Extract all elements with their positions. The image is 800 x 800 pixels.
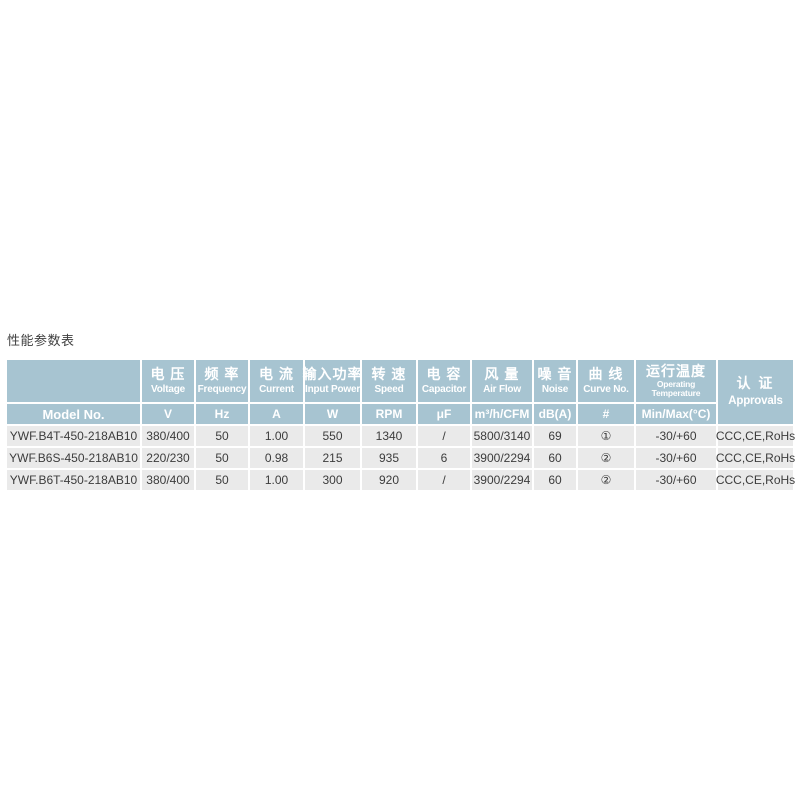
header-voltage-en: Voltage xyxy=(151,383,185,395)
header-cell-noise: 噪 音 Noise xyxy=(534,360,576,402)
cell-frequency-row1: 50 xyxy=(196,448,248,468)
header-cell-model-no: Model No. xyxy=(7,404,140,424)
header-noise-cn: 噪 音 xyxy=(537,366,573,383)
cell-input-power-row1: 215 xyxy=(305,448,360,468)
header-cell-approvals: 认 证 Approvals xyxy=(718,360,793,424)
unit-cell-curve: # xyxy=(578,404,634,424)
cell-air-flow-row0: 5800/3140 xyxy=(472,426,532,446)
header-cell-current: 电 流 Current xyxy=(250,360,303,402)
cell-speed-row0: 1340 xyxy=(362,426,416,446)
unit-cell-capacitor: μF xyxy=(418,404,470,424)
unit-cell-input-power: W xyxy=(305,404,360,424)
header-frequency-cn: 频 率 xyxy=(204,366,240,383)
unit-cell-voltage: V xyxy=(142,404,194,424)
cell-temp-row0: -30/+60 xyxy=(636,426,716,446)
header-capacitor-cn: 电 容 xyxy=(426,366,462,383)
header-speed-en: Speed xyxy=(374,383,404,395)
cell-current-row0: 1.00 xyxy=(250,426,303,446)
cell-curve-row2: ② xyxy=(578,470,634,490)
cell-speed-row1: 935 xyxy=(362,448,416,468)
cell-frequency-row0: 50 xyxy=(196,426,248,446)
header-cell-air-flow: 风 量 Air Flow xyxy=(472,360,532,402)
header-capacitor-en: Capacitor xyxy=(421,383,467,395)
cell-curve-row1: ② xyxy=(578,448,634,468)
cell-model-row2: YWF.B6T-450-218AB10 xyxy=(7,470,140,490)
header-curve-cn: 曲 线 xyxy=(588,366,624,383)
cell-temp-row2: -30/+60 xyxy=(636,470,716,490)
cell-voltage-row0: 380/400 xyxy=(142,426,194,446)
header-air-flow-cn: 风 量 xyxy=(484,366,520,383)
cell-air-flow-row1: 3900/2294 xyxy=(472,448,532,468)
cell-voltage-row2: 380/400 xyxy=(142,470,194,490)
header-voltage-cn: 电 压 xyxy=(150,366,186,383)
cell-approvals-row1: CCC,CE,RoHs xyxy=(716,448,795,468)
page-title: 性能参数表 xyxy=(7,333,75,348)
cell-approvals-row2: CCC,CE,RoHs xyxy=(716,470,795,490)
header-speed-cn: 转 速 xyxy=(371,366,407,383)
cell-current-row2: 1.00 xyxy=(250,470,303,490)
header-cell-curve: 曲 线 Curve No. xyxy=(578,360,634,402)
header-current-cn: 电 流 xyxy=(259,366,294,383)
header-current-en: Current xyxy=(259,383,294,395)
cell-noise-row2: 60 xyxy=(534,470,576,490)
cell-current-row1: 0.98 xyxy=(250,448,303,468)
cell-curve-row0: ① xyxy=(578,426,634,446)
header-input-power-cn: 输入功率 xyxy=(302,366,363,383)
header-operating-temp-en1: Operating xyxy=(656,378,696,389)
cell-noise-row1: 60 xyxy=(534,448,576,468)
unit-cell-noise: dB(A) xyxy=(534,404,576,424)
header-air-flow-en: Air Flow xyxy=(483,383,521,395)
performance-table: 电 压 Voltage 频 率 Frequency 电 流 Current 输入… xyxy=(7,360,795,490)
cell-speed-row2: 920 xyxy=(362,470,416,490)
cell-model-row1: YWF.B6S-450-218AB10 xyxy=(7,448,140,468)
unit-cell-speed: RPM xyxy=(362,404,416,424)
unit-cell-air-flow: m³/h/CFM xyxy=(472,404,532,424)
cell-capacitor-row1: 6 xyxy=(418,448,470,468)
header-input-power-en: Input Power xyxy=(304,383,361,395)
cell-temp-row1: -30/+60 xyxy=(636,448,716,468)
header-cell-input-power: 输入功率 Input Power xyxy=(302,360,363,402)
cell-input-power-row0: 550 xyxy=(305,426,360,446)
cell-input-power-row2: 300 xyxy=(305,470,360,490)
header-approvals-cn: 认 证 xyxy=(736,375,775,392)
header-operating-temp-cn: 运行温度 xyxy=(646,363,706,380)
cell-voltage-row1: 220/230 xyxy=(142,448,194,468)
unit-cell-current: A xyxy=(250,404,303,424)
cell-capacitor-row2: / xyxy=(418,470,470,490)
header-frequency-en: Frequency xyxy=(197,383,247,395)
cell-frequency-row2: 50 xyxy=(196,470,248,490)
header-operating-temp-en2: Temperature xyxy=(651,387,701,398)
header-cell-capacitor: 电 容 Capacitor xyxy=(418,360,470,402)
cell-capacitor-row0: / xyxy=(418,426,470,446)
cell-air-flow-row2: 3900/2294 xyxy=(472,470,532,490)
unit-cell-frequency: Hz xyxy=(196,404,248,424)
cell-model-row0: YWF.B4T-450-218AB10 xyxy=(7,426,140,446)
header-cell-operating-temp: 运行温度 Operating Temperature xyxy=(636,360,716,402)
header-cell-frequency: 频 率 Frequency xyxy=(196,360,248,402)
header-approvals-en: Approvals xyxy=(728,394,783,407)
header-curve-en: Curve No. xyxy=(583,383,629,395)
header-cell-speed: 转 速 Speed xyxy=(362,360,416,402)
header-cell-model-blank xyxy=(7,360,140,402)
cell-approvals-row0: CCC,CE,RoHs xyxy=(716,426,795,446)
header-cell-voltage: 电 压 Voltage xyxy=(142,360,194,402)
cell-noise-row0: 69 xyxy=(534,426,576,446)
header-noise-en: Noise xyxy=(541,383,569,395)
unit-cell-operating-temp: Min/Max(°C) xyxy=(636,404,716,424)
